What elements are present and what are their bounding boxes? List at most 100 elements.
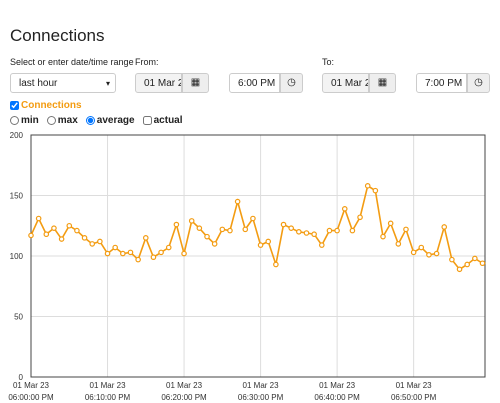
chart: 0 50 100 150 200 01 Mar 23 06:00:00 PM 01 Mar 2… [8,131,486,402]
point [472,255,478,262]
radio[interactable] [10,116,19,125]
mode-label: average [96,115,135,126]
point [418,244,425,251]
point [242,226,249,233]
to-label: To: [322,57,335,67]
point [234,198,241,205]
mode-label: max [57,115,78,126]
checkbox[interactable] [10,101,19,110]
mode-label: actual [153,115,183,126]
point [273,261,279,268]
point [188,218,195,224]
point [456,266,463,273]
series-label: Connections [21,100,82,111]
x-tick-label: 01 Mar 23 [319,381,356,390]
y-tick-label: 0 [19,373,24,382]
point [372,187,379,194]
calendar-button[interactable]: ▦ [182,73,209,93]
y-tick-label: 150 [10,192,24,201]
x-tick-label: 06:00:00 PM [8,393,54,402]
y-tick-label: 200 [10,131,24,140]
x-tick-label: 01 Mar 23 [166,381,203,390]
point [433,250,440,257]
point [288,225,294,231]
point [211,241,218,247]
range-select[interactable]: last hour ▾ [10,73,116,93]
point [257,242,264,248]
point [303,230,310,236]
mode-option[interactable]: actual [142,115,183,126]
series-toggle[interactable]: Connections [10,100,82,111]
point [120,250,126,257]
x-tick-label: 01 Mar 23 [90,381,127,390]
x-tick-label: 06:10:00 PM [85,393,131,402]
plot-border [30,134,486,378]
point [364,183,371,189]
point [51,225,57,231]
point [219,226,226,233]
y-tick-label: 50 [14,313,23,322]
from-time[interactable]: 6:00 PM [229,73,280,93]
point [479,260,486,267]
point [410,249,417,256]
point [265,238,272,245]
x-tick-label: 06:30:00 PM [238,393,284,402]
point [112,244,118,251]
point [318,242,325,248]
point [58,236,65,242]
point [89,241,96,247]
x-tick-label: 06:50:00 PM [391,393,437,402]
radio[interactable] [46,116,56,125]
mode-option[interactable]: min [10,115,39,126]
checkbox[interactable] [142,116,152,125]
x-tick-label: 01 Mar 23 [13,381,50,390]
mode-option[interactable]: average [85,115,135,126]
range-value: last hour [19,78,58,89]
from-date[interactable]: 01 Mar 23 [135,73,182,93]
point [280,221,287,228]
x-tick-label: 06:20:00 PM [161,393,207,402]
point [74,227,80,234]
point [357,214,363,221]
point [150,254,157,261]
point [387,220,394,227]
x-tick-label: 06:40:00 PM [314,393,360,402]
mode-label: min [21,115,39,126]
radio[interactable] [85,116,95,125]
point [349,227,356,234]
point [250,215,256,222]
point [142,235,149,241]
series-line [30,184,483,271]
point [28,232,34,239]
point [158,249,164,256]
mode-options: min max average actual [10,115,183,126]
mode-option[interactable]: max [46,115,78,126]
point [181,250,187,257]
point [334,227,340,234]
point [395,241,402,247]
point [104,250,111,257]
clock-button[interactable]: ◷ [280,73,303,93]
point [296,229,302,235]
clock-button[interactable]: ◷ [467,73,490,93]
y-tick-label: 100 [10,252,24,261]
point [326,227,333,234]
point [311,231,317,238]
point [341,206,348,212]
x-tick-label: 01 Mar 23 [396,381,433,390]
point [380,233,386,240]
to-time[interactable]: 7:00 PM [416,73,467,93]
point [97,238,103,245]
point [403,226,409,233]
point [449,256,455,263]
point [227,227,233,234]
page-title: Connections [10,26,105,45]
point [127,249,134,256]
calendar-button[interactable]: ▦ [369,73,396,93]
to-date[interactable]: 01 Mar 23 [322,73,369,93]
point [441,224,448,230]
point [426,251,432,258]
from-label: From: [135,57,159,67]
x-tick-label: 01 Mar 23 [243,381,280,390]
